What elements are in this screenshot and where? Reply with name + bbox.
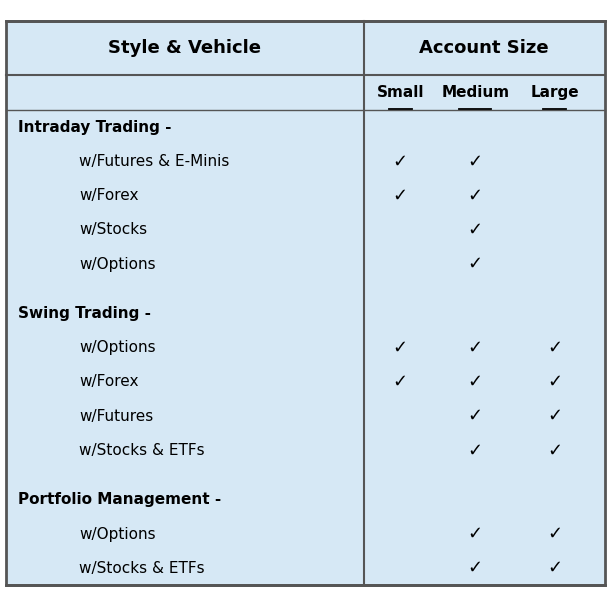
Text: w/Options: w/Options [79, 340, 156, 355]
Text: ✓: ✓ [393, 187, 408, 204]
FancyBboxPatch shape [6, 21, 605, 585]
Text: ✓: ✓ [547, 441, 562, 460]
Text: ✓: ✓ [468, 187, 483, 204]
Text: ✓: ✓ [547, 373, 562, 391]
Text: w/Futures: w/Futures [79, 409, 154, 424]
Text: ✓: ✓ [468, 373, 483, 391]
Text: ✓: ✓ [393, 373, 408, 391]
Text: ✓: ✓ [468, 525, 483, 543]
Text: w/Options: w/Options [79, 526, 156, 542]
Text: ✓: ✓ [547, 339, 562, 357]
Text: ✓: ✓ [468, 407, 483, 425]
Text: ✓: ✓ [468, 559, 483, 577]
Text: ✓: ✓ [547, 525, 562, 543]
Text: w/Stocks & ETFs: w/Stocks & ETFs [79, 443, 205, 458]
Text: ✓: ✓ [468, 441, 483, 460]
Text: ✓: ✓ [393, 339, 408, 357]
Text: ✓: ✓ [468, 221, 483, 239]
Text: Account Size: Account Size [419, 39, 549, 57]
Text: w/Futures & E-Minis: w/Futures & E-Minis [79, 154, 230, 169]
Text: Small: Small [376, 85, 424, 100]
Text: ✓: ✓ [393, 153, 408, 170]
Text: Medium: Medium [441, 85, 510, 100]
Text: w/Forex: w/Forex [79, 374, 139, 389]
Text: ✓: ✓ [547, 559, 562, 577]
Text: Swing Trading -: Swing Trading - [18, 306, 152, 321]
Text: ✓: ✓ [468, 153, 483, 170]
Text: Large: Large [530, 85, 579, 100]
Text: w/Stocks: w/Stocks [79, 222, 147, 237]
Text: ✓: ✓ [468, 339, 483, 357]
Text: w/Stocks & ETFs: w/Stocks & ETFs [79, 561, 205, 576]
Text: Intraday Trading -: Intraday Trading - [18, 120, 172, 135]
Text: ✓: ✓ [547, 407, 562, 425]
Text: Portfolio Management -: Portfolio Management - [18, 492, 222, 507]
Text: Style & Vehicle: Style & Vehicle [108, 39, 262, 57]
Text: ✓: ✓ [468, 255, 483, 273]
Text: w/Forex: w/Forex [79, 188, 139, 203]
Text: w/Options: w/Options [79, 256, 156, 272]
